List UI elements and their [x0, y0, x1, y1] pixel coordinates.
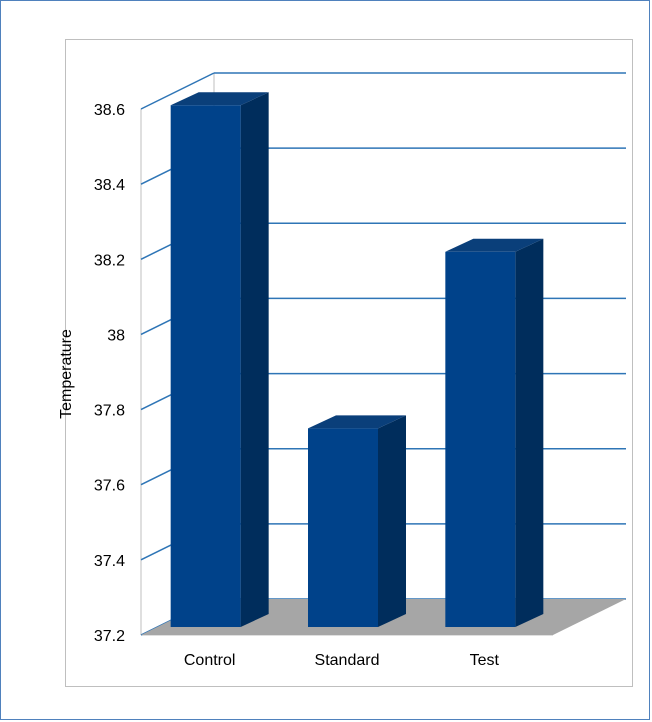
gridline-side	[140, 72, 215, 110]
y-tick-label: 37.6	[94, 478, 125, 495]
bar-front	[445, 251, 516, 627]
y-tick-label: 37.8	[94, 403, 125, 420]
bar-test	[445, 238, 544, 627]
x-tick-label: Control	[184, 652, 236, 669]
bar-side	[515, 238, 544, 627]
y-tick-label: 38.4	[94, 177, 125, 194]
bar-side	[378, 415, 406, 627]
y-tick-label: 37.2	[94, 628, 125, 645]
x-axis-ticks: Control Standard Test	[184, 652, 500, 669]
bar-top	[170, 92, 269, 106]
bar-top	[445, 238, 544, 252]
bar-front	[170, 105, 241, 627]
bar-standard	[308, 415, 406, 627]
x-tick-label: Test	[470, 652, 500, 669]
bar-top	[308, 415, 406, 429]
y-tick-label: 38.6	[94, 102, 125, 119]
y-axis-ticks: 37.2 37.4 37.6 37.8 38 38.2 38.4 38.6	[94, 102, 125, 645]
x-tick-label: Standard	[315, 652, 380, 669]
bars	[170, 92, 544, 627]
y-tick-label: 38	[107, 327, 125, 344]
bar-side	[240, 92, 269, 627]
y-axis-label: Temperature	[58, 329, 75, 419]
y-tick-label: 37.4	[94, 553, 125, 570]
bar-control	[170, 92, 269, 627]
y-tick-label: 38.2	[94, 252, 125, 269]
bar-front	[308, 428, 378, 627]
